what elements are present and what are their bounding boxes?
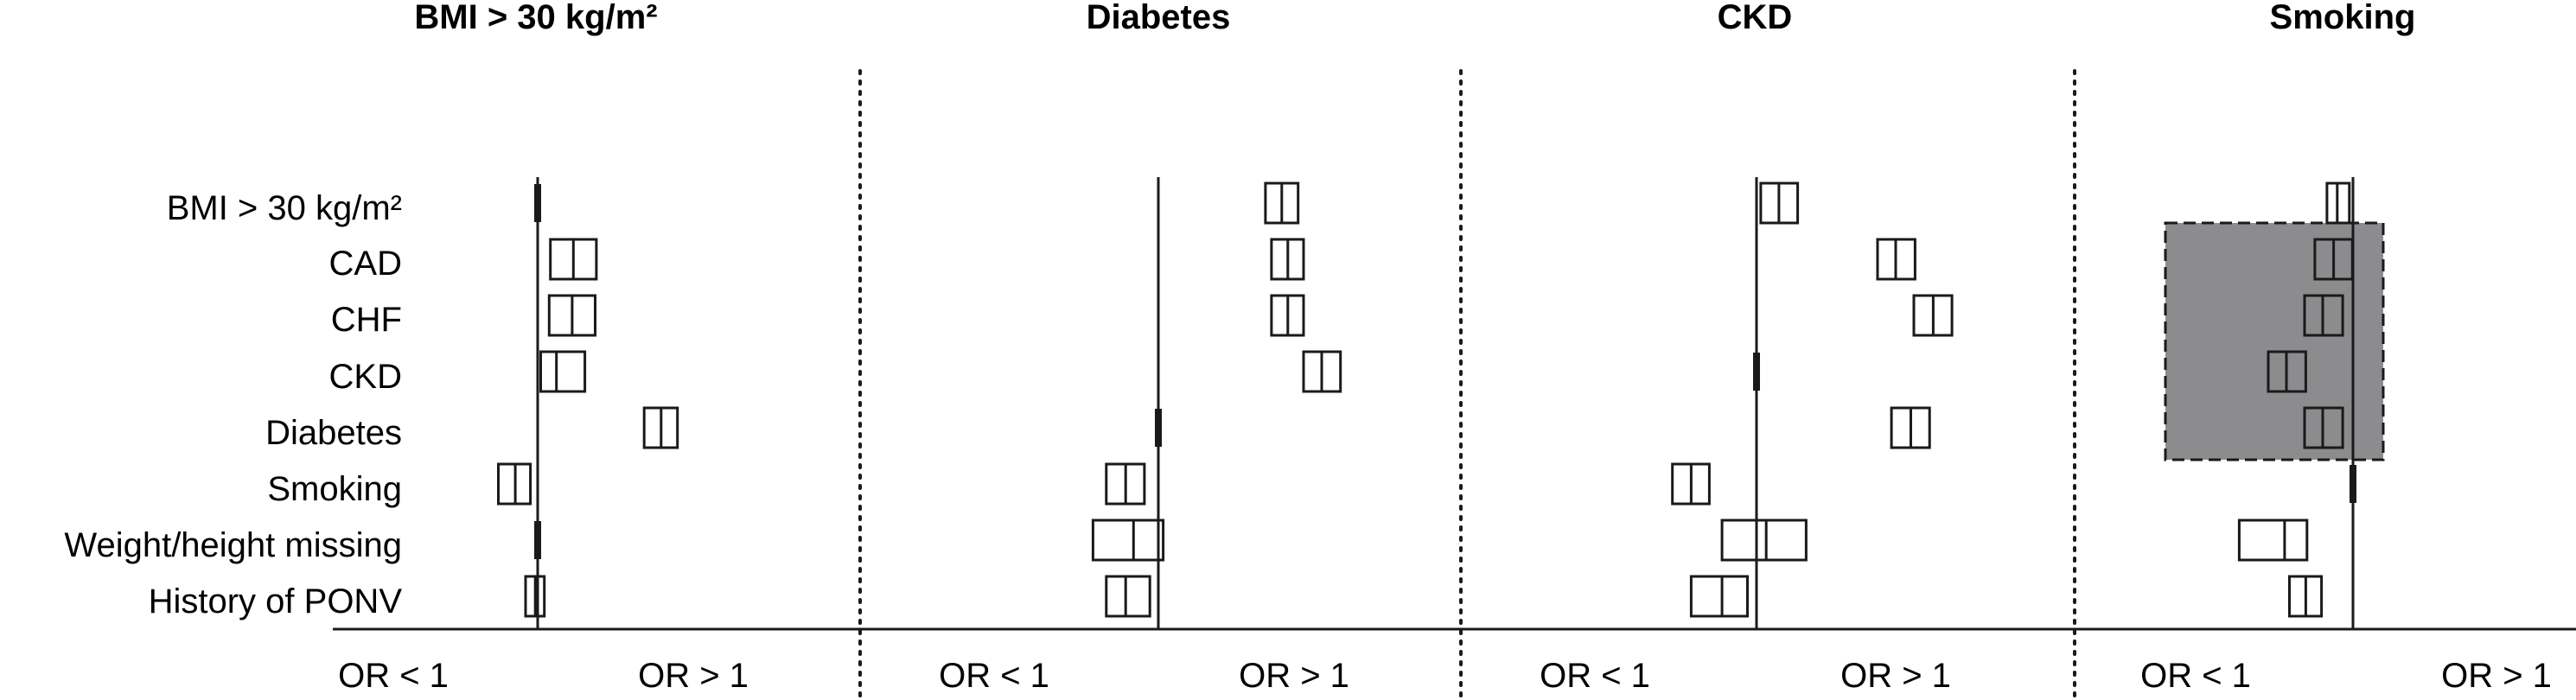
row-labels: BMI > 30 kg/m² CAD CHF CKD Diabetes Smok… [64,189,402,620]
row-label: Weight/height missing [64,526,402,564]
row-label: CHF [331,301,402,339]
ci-box [1091,519,1165,562]
panel-title-1: BMI > 30 kg/m² [414,0,657,36]
ci-box [1689,575,1750,618]
axis-label-or-greater: OR > 1 [638,657,749,695]
panel-titles: BMI > 30 kg/m² Diabetes CKD Smoking [414,0,2415,36]
ci-box [1105,575,1151,618]
axis-label-or-less: OR < 1 [939,657,1049,695]
panel-title-2: Diabetes [1087,0,1231,36]
row-label: CKD [329,358,402,396]
axis-label-or-greater: OR > 1 [2441,657,2552,695]
row-label: History of PONV [149,582,403,620]
panel-title-3: CKD [1718,0,1793,36]
row-label: BMI > 30 kg/m² [167,189,402,227]
ci-box [1720,519,1808,562]
panel-dividers [858,69,2076,700]
plot-marks [497,177,2385,629]
axis-label-or-less: OR < 1 [1540,657,1650,695]
axis-label-or-less: OR < 1 [2140,657,2251,695]
panel-title-4: Smoking [2270,0,2416,36]
axis-labels: OR < 1 OR > 1 OR < 1 OR > 1 OR < 1 OR > … [338,657,2552,695]
ci-box [539,350,587,393]
axis-label-or-greater: OR > 1 [1239,657,1349,695]
axis-label-or-less: OR < 1 [338,657,449,695]
row-label: Smoking [267,470,402,508]
highlight-region [2164,221,2385,461]
ci-box [2237,519,2309,562]
axis-label-or-greater: OR > 1 [1840,657,1951,695]
row-label: Diabetes [265,414,402,452]
row-label: CAD [329,245,402,283]
